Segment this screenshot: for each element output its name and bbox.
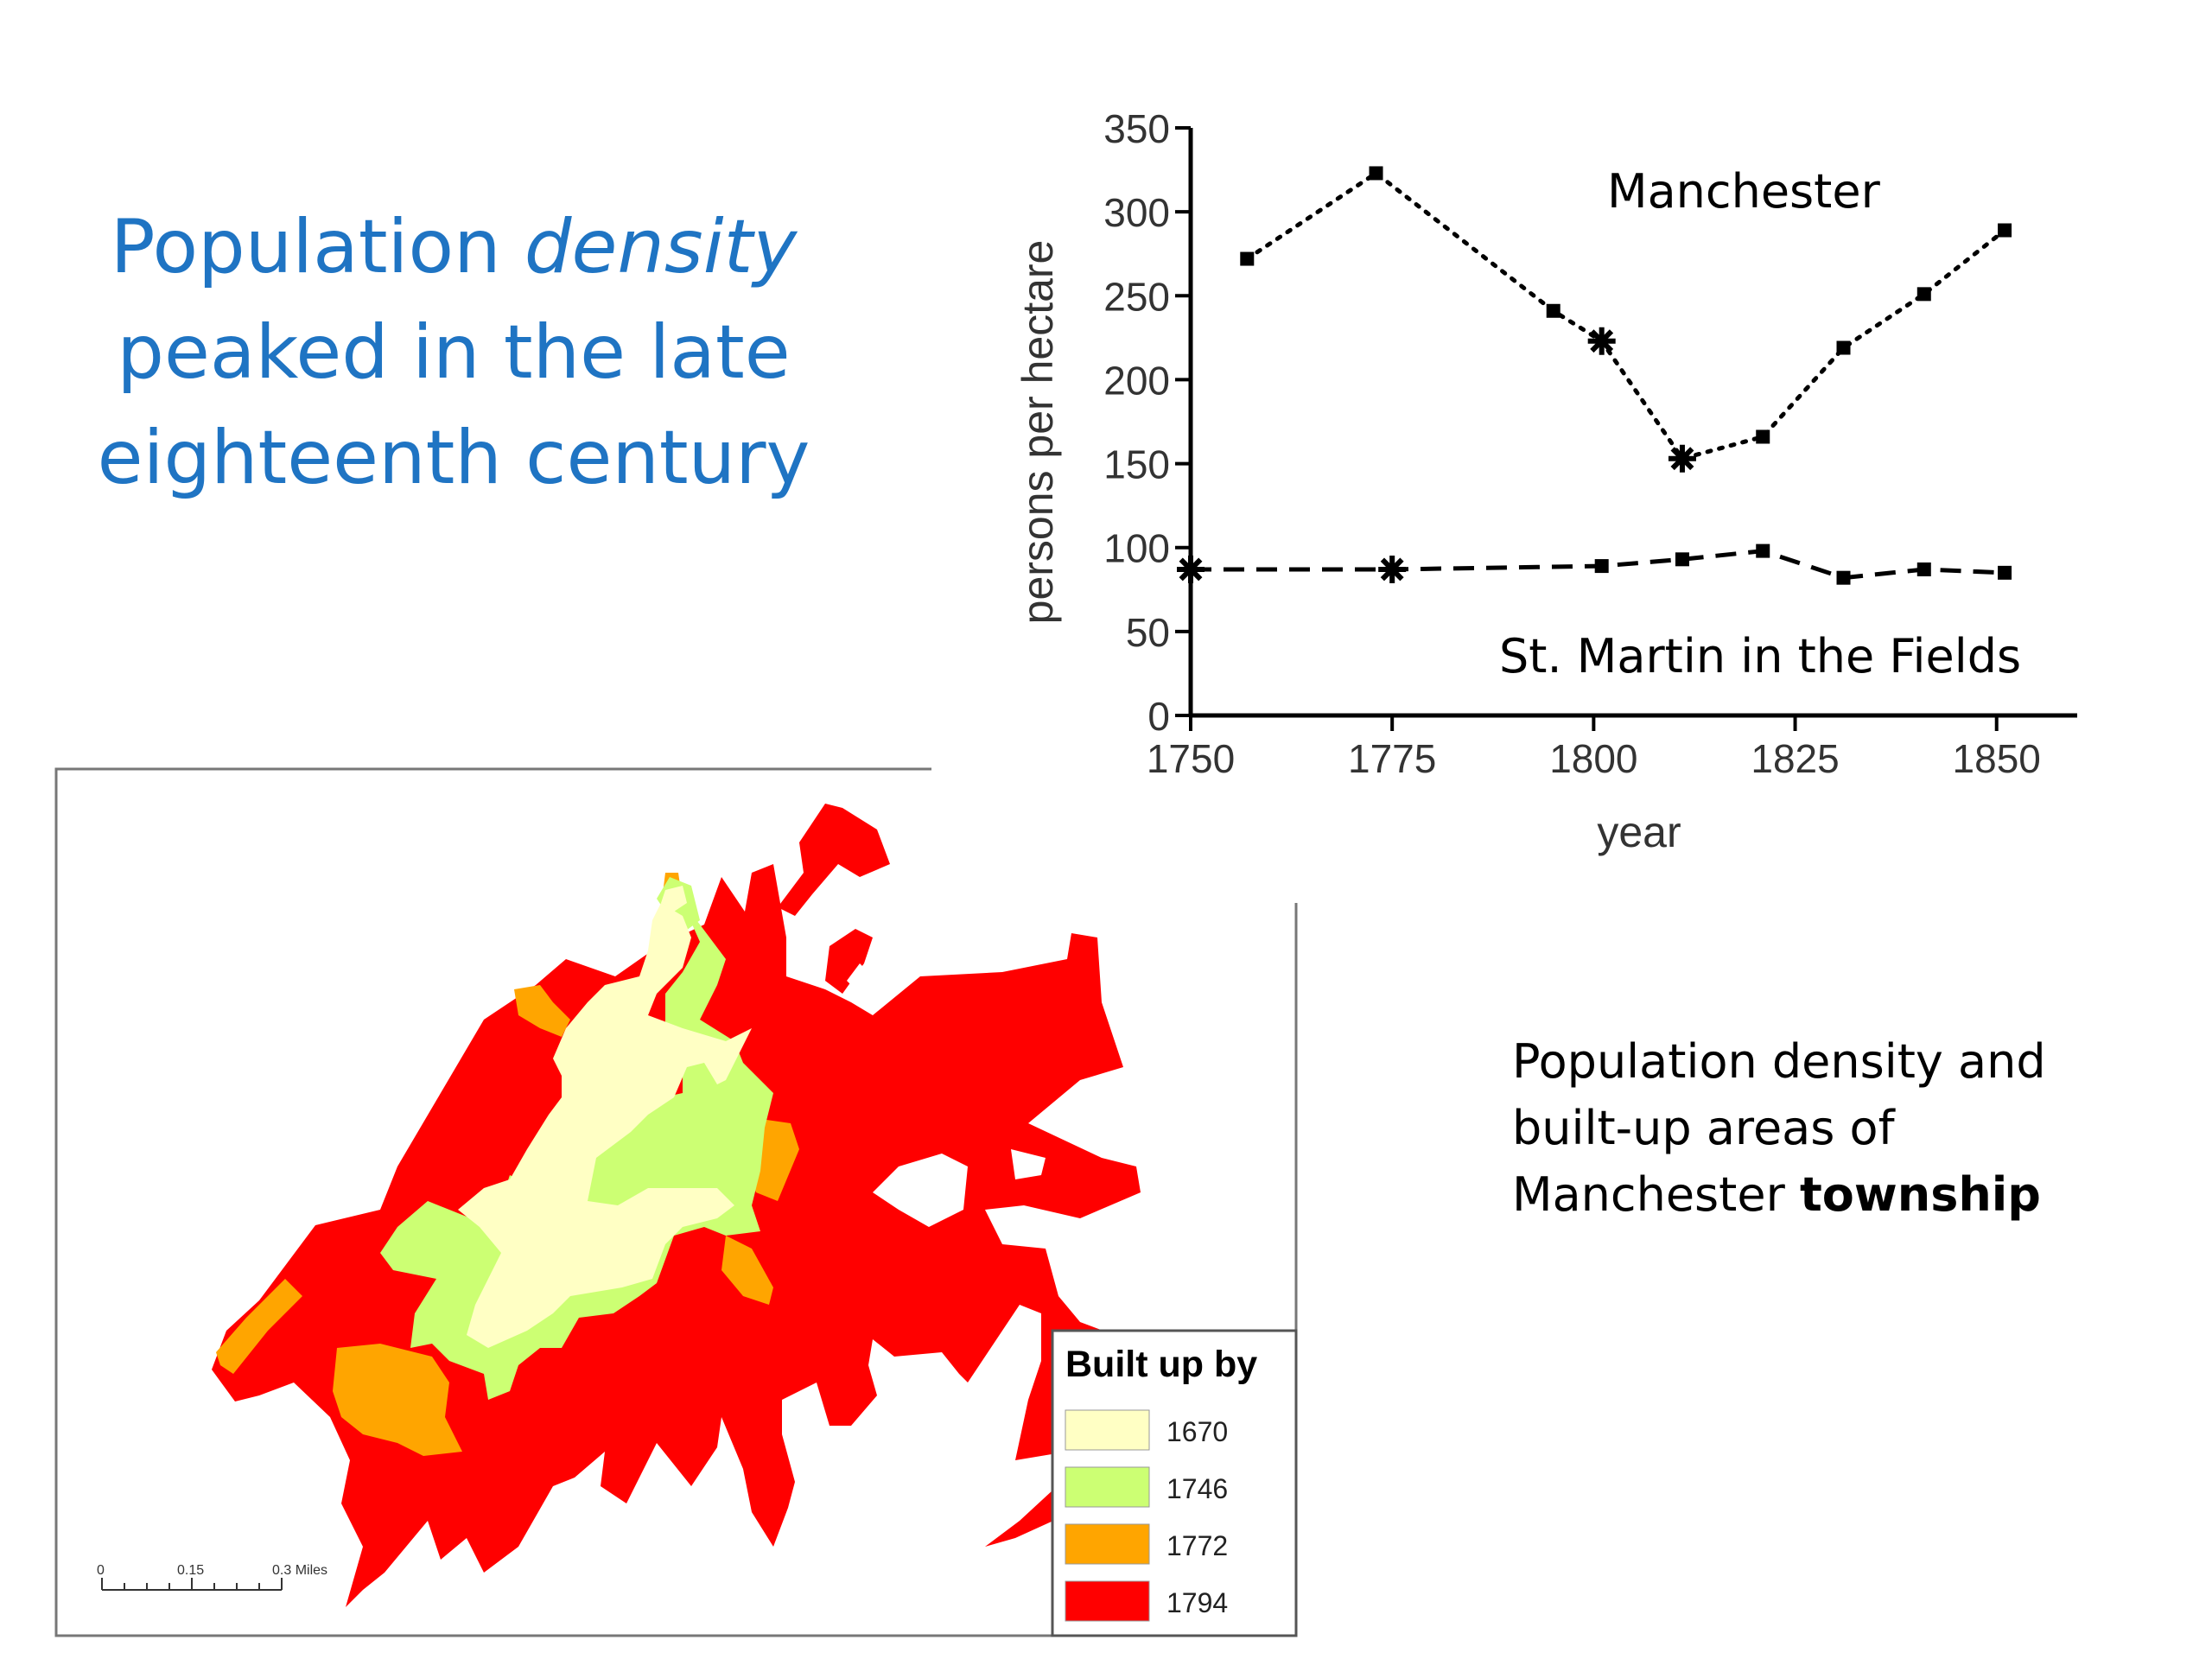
legend-swatch: [1065, 1409, 1150, 1451]
chart-series: [1177, 166, 2012, 585]
area-1794-ne2: [825, 929, 873, 994]
scale-label-0: 0: [97, 1563, 105, 1578]
hole-2: [1011, 1149, 1046, 1179]
x-tick-label: 1800: [1549, 736, 1637, 781]
legend-label: 1772: [1166, 1530, 1228, 1561]
y-tick-label: 150: [1103, 442, 1170, 487]
caption: Population density and built-up areas of…: [1512, 1028, 2117, 1228]
star-marker: [1587, 327, 1616, 355]
map-legend: Built up by 1670 1746 1772 1794: [1051, 1329, 1298, 1637]
star-stroke: [1380, 557, 1404, 582]
x-tick-label: 1825: [1751, 736, 1839, 781]
legend-swatch: [1065, 1466, 1150, 1508]
square-marker: [1546, 303, 1560, 318]
star-marker: [1177, 555, 1205, 583]
legend-label: 1794: [1166, 1587, 1228, 1618]
caption-text: Population density and built-up areas of…: [1512, 1034, 2046, 1222]
square-marker: [1675, 552, 1689, 567]
slide-title: Population density peaked in the late ei…: [95, 194, 812, 511]
legend-swatch: [1065, 1580, 1150, 1622]
scale-label-03: 0.3 Miles: [272, 1563, 327, 1578]
star-stroke: [1179, 557, 1203, 582]
scale-ticks: [101, 1578, 283, 1590]
series-label-st-martin: St. Martin in the Fields: [1499, 629, 2021, 683]
y-tick-label: 100: [1103, 526, 1170, 571]
legend-label: 1670: [1166, 1416, 1228, 1447]
star-stroke: [1670, 447, 1694, 471]
title-part1: Population: [110, 204, 524, 290]
hole-3: [847, 963, 873, 994]
y-axis-label: persons per hectare: [1014, 240, 1062, 625]
y-tick-label: 200: [1103, 358, 1170, 403]
x-axis-label: year: [1597, 808, 1681, 856]
y-tick-label: 250: [1103, 274, 1170, 319]
square-marker: [1594, 559, 1609, 574]
square-marker: [1998, 565, 2012, 580]
area-1772-e2: [721, 1236, 773, 1305]
legend-entries: 1670 1746 1772 1794: [1065, 1409, 1228, 1622]
square-marker: [1240, 251, 1255, 266]
title-part2: peaked in the late eighteenth century: [97, 309, 810, 501]
square-marker: [1998, 223, 2012, 238]
area-1670: [458, 903, 752, 1348]
series-line-1: [1191, 549, 2005, 581]
area-1794-ne: [778, 804, 890, 916]
scale-label-015: 0.15: [177, 1563, 204, 1578]
square-marker: [1916, 562, 1931, 576]
square-marker: [1916, 287, 1931, 302]
square-marker: [1756, 429, 1770, 444]
y-tick-label: 300: [1103, 190, 1170, 235]
chart-axes: 0 50 100 150 200 250 300 350 1750 1775 1800 1825 185…: [1103, 106, 2077, 781]
star-marker: [1378, 555, 1407, 583]
title-emphasis: density: [524, 204, 798, 290]
square-marker: [1756, 543, 1770, 558]
square-marker: [1836, 570, 1851, 585]
caption-bold: township: [1799, 1167, 2041, 1222]
series-label-manchester: Manchester: [1607, 164, 1881, 219]
area-1772-sw: [333, 1344, 462, 1456]
area-1772-n: [514, 985, 570, 1037]
star-marker: [1668, 444, 1696, 473]
square-marker: [1836, 340, 1851, 355]
y-tick-label: 0: [1147, 694, 1170, 739]
x-tick-label: 1850: [1953, 736, 2041, 781]
area-1772-w: [216, 1279, 302, 1374]
x-tick-label: 1750: [1147, 736, 1235, 781]
square-marker: [1369, 166, 1383, 181]
y-tick-label: 350: [1103, 106, 1170, 151]
legend-swatch: [1065, 1523, 1150, 1565]
area-1670-tip: [661, 886, 687, 912]
x-tick-label: 1775: [1348, 736, 1436, 781]
legend-title: Built up by: [1065, 1344, 1257, 1385]
legend-label: 1746: [1166, 1473, 1228, 1504]
y-tick-label: 50: [1126, 610, 1170, 655]
hole-1: [873, 1154, 968, 1227]
scale-bar: 0 0.15 0.3 Miles: [97, 1563, 327, 1591]
star-stroke: [1590, 329, 1614, 353]
